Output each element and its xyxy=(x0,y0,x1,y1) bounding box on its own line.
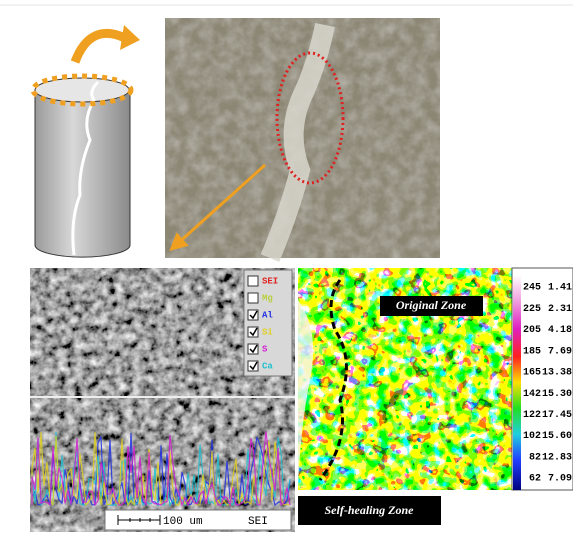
legend-label: Al xyxy=(262,310,273,320)
scale-percent: 7.69 xyxy=(548,346,572,357)
legend-label: SEI xyxy=(262,276,278,286)
legend-label: Ca xyxy=(262,361,273,371)
scale-percent: 15.60 xyxy=(542,431,572,442)
scale-percent: 1.41 xyxy=(548,283,572,294)
scale-level: 165 xyxy=(523,368,541,379)
legend-label: S xyxy=(262,344,268,354)
scale-level: 142 xyxy=(523,389,541,400)
scale-percent: 2.31 xyxy=(548,304,572,315)
figure: SEI Mg Al Si S Ca 100 um SEI Original Zone Se… xyxy=(0,0,573,534)
legend-label: Si xyxy=(262,327,273,337)
original-zone-label: Original Zone xyxy=(396,298,467,312)
cylinder xyxy=(33,25,140,257)
scale-level: 62 xyxy=(529,474,541,485)
scale-percent: 15.30 xyxy=(542,389,572,400)
scale-percent: 12.83 xyxy=(542,452,572,463)
scale-level: 185 xyxy=(523,346,541,357)
photo xyxy=(165,18,440,258)
self-healing-zone-label: Self-healing Zone xyxy=(325,503,415,517)
sem-image: SEI Mg Al Si S Ca 100 um SEI xyxy=(30,268,295,532)
checkbox xyxy=(248,276,258,286)
scale-percent: 7.09 xyxy=(548,474,572,485)
detector-label: SEI xyxy=(248,516,268,528)
scale-label: 100 um xyxy=(163,516,203,528)
element-map: Original Zone Self-healing Zone 245 1.41 2… xyxy=(298,268,573,525)
scale-percent: 4.18 xyxy=(548,325,572,336)
scale-level: 245 xyxy=(523,283,541,294)
scale-level: 205 xyxy=(523,325,541,336)
scale-level: 225 xyxy=(523,304,541,315)
scale-percent: 13.38 xyxy=(542,368,572,379)
scale-level: 122 xyxy=(523,410,541,421)
scale-level: 102 xyxy=(523,431,541,442)
scale-level: 82 xyxy=(529,452,541,463)
scale-percent: 17.45 xyxy=(542,410,572,421)
page: {"figure": { "legend": {"items": [ {"lab… xyxy=(0,0,573,534)
legend-label: Mg xyxy=(262,293,273,303)
checkbox xyxy=(248,293,258,303)
